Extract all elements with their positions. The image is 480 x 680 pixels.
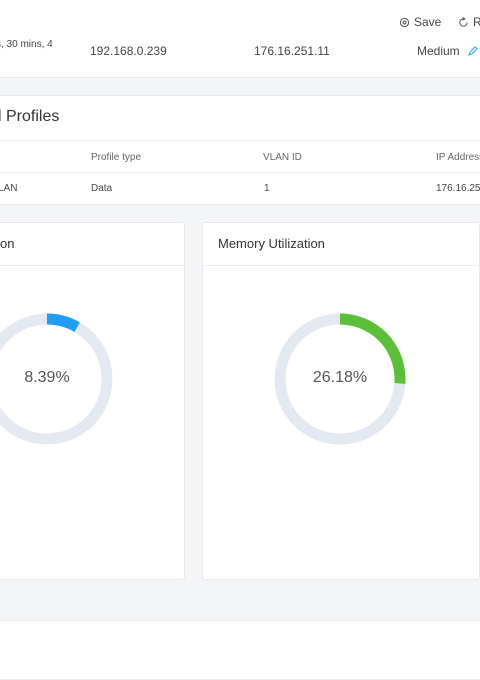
memory-utilization-card (202, 222, 480, 580)
lan-ip-value: 192.168.0.239 (90, 44, 167, 58)
level-value: Medium (417, 44, 460, 58)
save-icon (399, 17, 410, 27)
vlan-id-cell: 1 (264, 183, 270, 194)
save-button[interactable]: Save (399, 15, 441, 29)
memory-value-label: 26.18% (312, 369, 368, 386)
cpu-card-title: on (0, 236, 15, 251)
cpu-utilization-card (0, 222, 185, 580)
edit-icon[interactable] (468, 46, 478, 56)
refresh-icon (459, 16, 468, 27)
memory-card-title: Memory Utilization (218, 236, 325, 251)
uptime-value: s, 30 mins, 4 (0, 39, 53, 50)
divider (0, 140, 480, 141)
column-header-ip-address[interactable]: IP Address (436, 152, 480, 163)
device-info-row: s, 30 mins, 4 192.168.0.239 176.16.251.1… (0, 39, 480, 78)
top-toolbar: Save R (0, 0, 480, 46)
divider (0, 172, 480, 173)
column-header-profile-type[interactable]: Profile type (91, 152, 142, 163)
memory-donut-arc (274, 313, 406, 445)
profiles-card (0, 95, 480, 205)
cpu-value-label: 8.39% (24, 369, 70, 386)
cpu-donut-arc (0, 313, 113, 445)
divider (0, 265, 184, 266)
profile-type-cell: Data (91, 183, 113, 194)
bottom-card (0, 620, 480, 680)
memory-donut-chart (274, 313, 406, 445)
refresh-button-label: R (473, 15, 480, 29)
refresh-button[interactable]: R (458, 15, 480, 29)
profiles-title: l Profiles (0, 108, 60, 125)
divider (203, 265, 479, 266)
ip-address-cell: 176.16.251 (436, 183, 480, 194)
profile-name-cell: LAN (0, 183, 18, 194)
column-header-vlan-id[interactable]: VLAN ID (263, 152, 302, 163)
save-button-label: Save (414, 15, 442, 29)
wan-ip-value: 176.16.251.11 (254, 44, 330, 58)
cpu-donut-chart (0, 313, 113, 445)
